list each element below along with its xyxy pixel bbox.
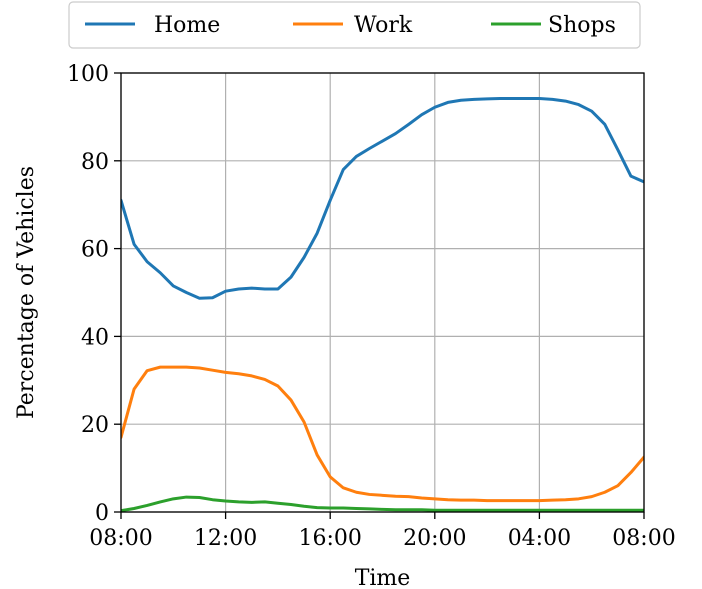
y-tick-label: 40: [81, 325, 109, 350]
x-tick-label: 16:00: [298, 526, 361, 551]
y-tick-label: 100: [67, 62, 109, 87]
legend-label-shops: Shops: [548, 13, 616, 38]
y-tick-label: 20: [81, 413, 109, 438]
axis-ticks: 08:00 12:00 16:00 20:00 04:00 08:000204060801…: [67, 62, 676, 551]
x-axis-title: Time: [355, 566, 411, 589]
series-lines: [121, 96, 644, 513]
series-line-work: [121, 365, 644, 503]
legend: Home Work Shops: [68, 1, 641, 49]
legend-box: [68, 1, 641, 49]
legend-label-home: Home: [154, 13, 220, 38]
x-tick-label: 08:00: [89, 526, 152, 551]
y-tick-label: 80: [81, 150, 109, 175]
y-tick-label: 0: [95, 501, 109, 526]
y-axis-title: Percentage of Vehicles: [14, 166, 39, 419]
x-tick-label: 12:00: [194, 526, 257, 551]
y-tick-label: 60: [81, 238, 109, 263]
x-tick-label: 08:00: [612, 526, 675, 551]
legend-label-work: Work: [354, 13, 413, 38]
x-tick-label: 20:00: [403, 526, 466, 551]
grid: [120, 72, 645, 513]
x-tick-label: 04:00: [508, 526, 571, 551]
series-line-home: [121, 96, 644, 300]
series-line-shops: [121, 495, 644, 513]
plot-frame: [120, 72, 645, 513]
